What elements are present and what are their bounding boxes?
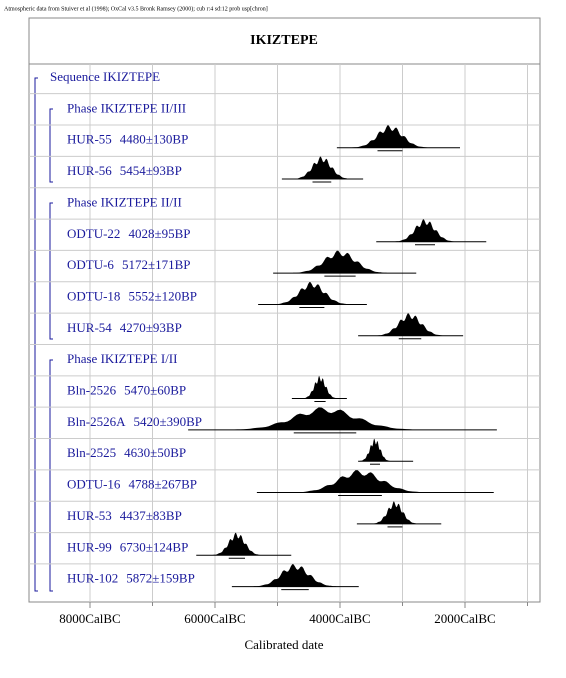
row-label: ODTU-18 5552±120BP: [67, 288, 197, 303]
row-label: Phase IKIZTEPE II/III: [67, 100, 186, 115]
sample-name: ODTU-18: [67, 288, 120, 303]
frame: [28, 17, 541, 603]
probability-distribution: [303, 376, 337, 399]
brackets: [34, 77, 53, 592]
probability-distribution: [352, 125, 428, 148]
probability-distribution: [294, 470, 426, 493]
probability-distribution: [274, 282, 350, 305]
sample-name: Phase IKIZTEPE I/II: [67, 351, 177, 366]
sample-name: HUR-56: [67, 163, 112, 178]
sample-name: ODTU-6: [67, 257, 114, 272]
sample-name: Phase IKIZTEPE II/III: [67, 100, 186, 115]
sample-name: Bln-2526A: [67, 414, 126, 429]
sample-date: 4437±83BP: [120, 508, 182, 523]
sample-name: Sequence IKIZTEPE: [50, 69, 160, 84]
row-label: HUR-102 5872±159BP: [67, 571, 195, 586]
probability-distribution: [372, 501, 418, 524]
sample-date: 4480±130BP: [120, 132, 189, 147]
sample-name: Phase IKIZTEPE II/II: [67, 194, 182, 209]
sample-name: HUR-53: [67, 508, 112, 523]
probability-distribution: [395, 219, 455, 242]
sample-date: 4028±95BP: [128, 226, 190, 241]
probability-distribution: [360, 438, 390, 462]
row-label: HUR-99 6730±124BP: [67, 539, 188, 554]
row-label: Bln-2525 4630±50BP: [67, 445, 186, 460]
probability-distribution: [212, 532, 262, 556]
row-label: HUR-53 4437±83BP: [67, 508, 182, 523]
row-label: ODTU-6 5172±171BP: [67, 257, 190, 272]
row-label: Bln-2526 5470±60BP: [67, 382, 186, 397]
row-label: ODTU-22 4028±95BP: [67, 226, 190, 241]
probability-distribution: [253, 564, 337, 587]
sample-name: HUR-99: [67, 539, 112, 554]
sample-date: 5552±120BP: [128, 288, 197, 303]
row-label: Phase IKIZTEPE II/II: [67, 194, 182, 209]
row-label: HUR-54 4270±93BP: [67, 320, 182, 335]
sample-name: HUR-54: [67, 320, 112, 335]
x-tick-label: 8000CalBC: [59, 611, 120, 626]
sample-name: HUR-55: [67, 132, 112, 147]
probability-distribution: [293, 156, 350, 180]
sample-name: Bln-2525: [67, 445, 116, 460]
sample-name: HUR-102: [67, 571, 118, 586]
x-tick-label: 2000CalBC: [434, 611, 495, 626]
row-label: ODTU-16 4788±267BP: [67, 477, 197, 492]
probability-distribution: [231, 407, 419, 430]
sequence-bracket: [34, 77, 38, 592]
sample-date: 6730±124BP: [120, 539, 189, 554]
sample-date: 5172±171BP: [122, 257, 191, 272]
row-label: Phase IKIZTEPE I/II: [67, 351, 177, 366]
chart-title: IKIZTEPE: [250, 33, 318, 48]
sample-date: 5470±60BP: [124, 382, 186, 397]
row-label: Sequence IKIZTEPE: [50, 69, 160, 84]
probability-distribution: [293, 250, 387, 274]
sample-name: ODTU-22: [67, 226, 120, 241]
row-label: HUR-55 4480±130BP: [67, 132, 188, 147]
sample-date: 4788±267BP: [128, 477, 197, 492]
x-axis-label: Calibrated date: [244, 637, 323, 652]
x-tick-label: 4000CalBC: [309, 611, 370, 626]
phase-bracket: [49, 202, 53, 340]
sample-name: Bln-2526: [67, 382, 117, 397]
sample-date: 4270±93BP: [120, 320, 182, 335]
sample-date: 5872±159BP: [126, 571, 195, 586]
row-label: HUR-56 5454±93BP: [67, 163, 182, 178]
chart-note: Atmospheric data from Stuiver et al (199…: [4, 5, 268, 12]
phase-bracket: [49, 108, 53, 183]
sample-name: ODTU-16: [67, 477, 121, 492]
x-tick-label: 6000CalBC: [184, 611, 245, 626]
phase-bracket: [49, 359, 53, 592]
sample-date: 5420±390BP: [134, 414, 203, 429]
sample-date: 5454±93BP: [120, 163, 182, 178]
probability-distribution: [376, 313, 444, 336]
sample-date: 4630±50BP: [124, 445, 186, 460]
row-label: Bln-2526A 5420±390BP: [67, 414, 202, 429]
